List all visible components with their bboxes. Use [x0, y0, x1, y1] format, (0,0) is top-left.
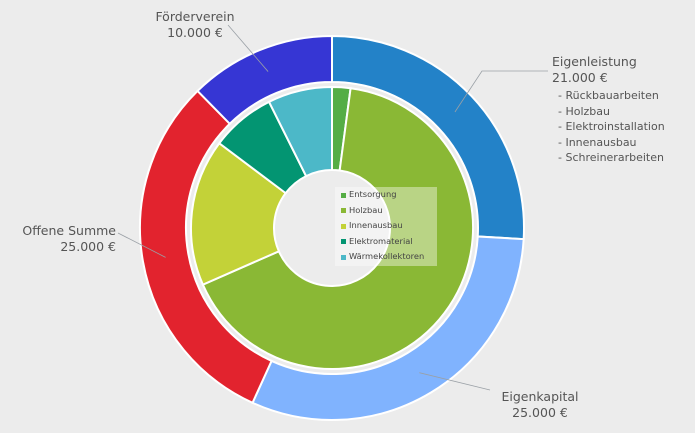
label-eigenleistung: Eigenleistung 21.000 € - Rückbauarbeiten… [552, 54, 665, 164]
label-eigenkapital: Eigenkapital 25.000 € [501, 389, 579, 420]
legend-label: Holzbau [349, 204, 383, 215]
legend-label: Elektromaterial [349, 235, 413, 246]
legend-swatch [341, 192, 346, 198]
legend-item: Holzbau [335, 203, 437, 219]
leader-lines [117, 24, 548, 391]
leader-line-offene-summe [117, 232, 166, 258]
legend-swatch [341, 208, 346, 214]
outer-slice-f-rderverein [196, 34, 333, 126]
legend-swatch [341, 239, 346, 245]
inner-slice-innenausbau [190, 141, 288, 286]
eigenleistung-details: - Rückbauarbeiten - Holzbau - Elektroins… [558, 89, 665, 164]
leader-line-eigenkapital [419, 372, 491, 391]
legend-item: Innenausbau [335, 218, 437, 234]
leader-line-f-rderverein [227, 24, 269, 72]
legend-swatch [341, 223, 346, 229]
legend-item: Entsorgung [335, 187, 437, 203]
legend-swatch [341, 254, 346, 260]
label-foerderverein: Förderverein 10.000 € [155, 9, 235, 40]
leader-line-eigenleistung [454, 70, 548, 113]
inner-slice-w-rmekollektoren [267, 85, 333, 178]
legend-label: Wärmekollektoren [349, 251, 425, 262]
legend-label: Innenausbau [349, 220, 403, 231]
inner-ring [190, 85, 474, 370]
legend-label: Entsorgung [349, 189, 397, 199]
legend: Entsorgung Holzbau Innenausbau Elektromater… [335, 187, 437, 266]
legend-item: Elektromaterial [335, 234, 437, 250]
legend-item: Wärmekollektoren [335, 249, 437, 265]
label-offene-summe: Offene Summe 25.000 € [22, 223, 116, 254]
inner-slice-holzbau [201, 87, 474, 370]
outer-ring [139, 34, 525, 421]
